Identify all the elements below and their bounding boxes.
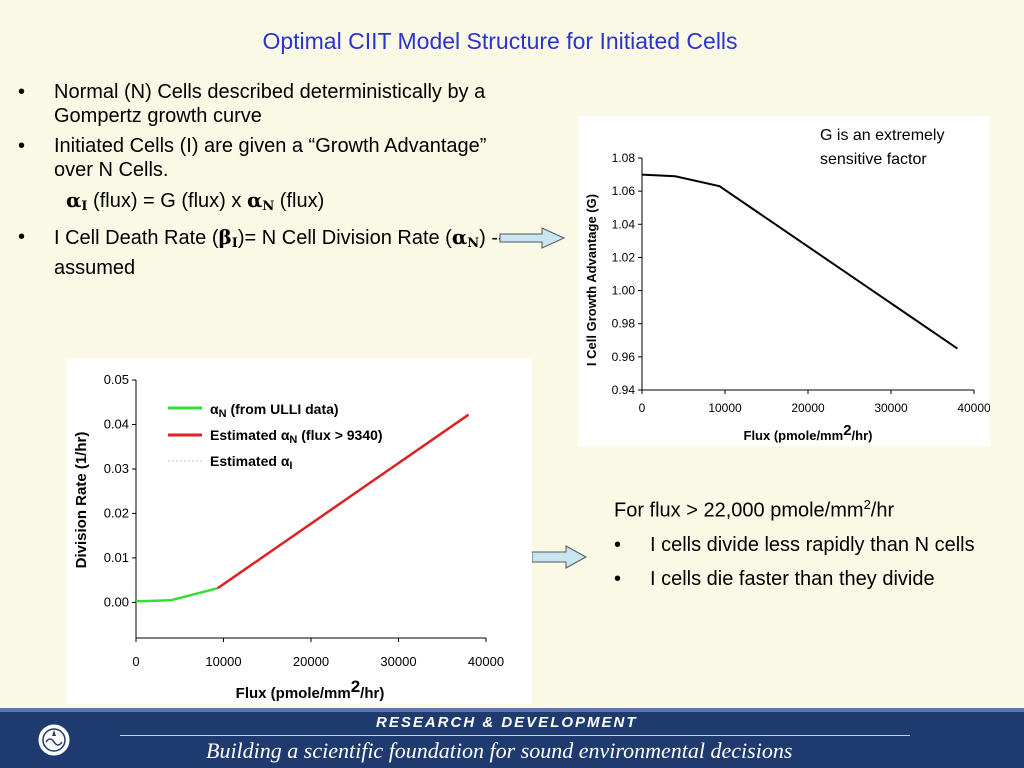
flux-superscript: 2 [863, 497, 871, 512]
formula-end: (flux) [274, 190, 325, 212]
formula-line: αI (flux) = G (flux) x αN (flux) [18, 188, 518, 219]
bullet-normal-cells: • Normal (N) Cells described determinist… [18, 80, 518, 128]
chart-annotation-line2: sensitive factor [820, 151, 927, 168]
bullet-initiated-cells: • Initiated Cells (I) are given a “Growt… [18, 134, 518, 182]
bullet-divide-less: • I cells divide less rapidly than N cel… [614, 532, 1014, 558]
bullet-dot: • [18, 135, 26, 157]
y-tick-label: 0.98 [612, 317, 636, 331]
y-axis-label: I Cell Growth Advantage (G) [584, 194, 599, 366]
flux-statement-text: For flux > 22,000 pmole/mm [614, 499, 864, 522]
x-axis-label: Flux (pmole/mm2/hr) [744, 422, 873, 443]
bullet-text: I cells die faster than they divide [650, 567, 935, 590]
footer-divider [120, 735, 910, 736]
formula-mid: (flux) = G (flux) x [87, 190, 247, 212]
alpha-symbol: α [66, 188, 82, 212]
chart-annotation-line1: G is an extremely [820, 127, 944, 144]
y-tick-label: 1.00 [612, 284, 636, 298]
flux-statement: For flux > 22,000 pmole/mm2/hr [614, 492, 1014, 524]
bullet-dot: • [18, 226, 26, 248]
epa-logo-icon [37, 723, 71, 757]
legend-entry-2: Estimated αN (flux > 9340) [210, 427, 383, 446]
chart-legend: αN (from ULLI data) Estimated αN (flux >… [168, 401, 383, 472]
growth-advantage-chart-box: G is an extremely sensitive factor 0.94 0… [578, 116, 991, 446]
subscript-n: N [467, 236, 480, 251]
subscript-n: N [262, 199, 275, 214]
y-tick-label: 1.02 [612, 250, 636, 264]
footer-top-stripe [0, 708, 1024, 712]
y-tick-label: 0.03 [104, 461, 129, 476]
right-arrow-icon [531, 545, 588, 569]
y-tick-label: 0.02 [104, 505, 129, 520]
alpha-symbol: α [451, 225, 468, 249]
y-tick-label: 0.04 [104, 416, 129, 431]
footer-tagline: Building a scientific foundation for sou… [206, 738, 793, 763]
bullet-die-faster: • I cells die faster than they divide [614, 566, 1014, 592]
chart-axes: 0.00 0.01 0.02 0.03 0.04 0.05 0 10000 20000 30000… [104, 372, 504, 669]
flux-statement-unit: /hr [870, 499, 895, 522]
bullet-death-rate: • I Cell Death Rate (βI)= N Cell Divisio… [18, 225, 518, 280]
x-tick-label: 30000 [380, 654, 416, 669]
footer-heading: RESEARCH & DEVELOPMENT [376, 714, 638, 731]
division-rate-chart: 0.00 0.01 0.02 0.03 0.04 0.05 0 10000 20000 30000… [73, 372, 504, 702]
alpha-symbol-n: α [246, 188, 263, 212]
bullet-dot: • [614, 533, 622, 556]
bullet-text: I cells divide less rapidly than N cells [650, 533, 975, 556]
bullet-dot: • [614, 567, 622, 590]
x-tick-label: 20000 [791, 401, 825, 415]
y-tick-label: 0.94 [612, 383, 636, 397]
y-tick-label: 1.04 [612, 217, 636, 231]
x-axis-label: Flux (pmole/mm2/hr) [236, 677, 385, 702]
y-tick-label: 0.01 [104, 550, 129, 565]
x-tick-label: 20000 [293, 654, 329, 669]
y-tick-label: 1.08 [612, 151, 636, 165]
series-line-1 [641, 173, 958, 350]
legend-entry-1: αN (from ULLI data) [210, 401, 339, 420]
chart-marks [641, 173, 958, 350]
slide-title: Optimal CIIT Model Structure for Initiat… [262, 28, 738, 54]
chart-axes: 0.94 0.96 0.98 1.00 1.02 1.04 1.06 1.08 0 10000 20… [612, 151, 991, 415]
x-tick-label: 40000 [468, 654, 504, 669]
subscript-i: I [81, 199, 88, 214]
x-tick-label: 0 [132, 654, 139, 669]
subscript-i: I [231, 236, 238, 251]
right-arrow-icon [499, 227, 566, 249]
y-tick-label: 1.06 [612, 184, 636, 198]
bullet-text: Normal (N) Cells described deterministic… [54, 81, 486, 127]
right-text-block: For flux > 22,000 pmole/mm2/hr • I cells… [614, 492, 1014, 600]
series-line-2 [217, 413, 470, 590]
death-rate-part3: ) -- assumed [54, 227, 505, 279]
beta-symbol: β [218, 225, 232, 249]
x-tick-label: 30000 [874, 401, 908, 415]
y-axis-label: Division Rate (1/hr) [73, 432, 90, 569]
left-bullets: • Normal (N) Cells described determinist… [18, 80, 518, 286]
chart-marks [136, 413, 470, 603]
footer-bar: RESEARCH & DEVELOPMENT Building a scient… [0, 708, 1024, 768]
death-rate-part2: )= N Cell Division Rate ( [237, 227, 452, 249]
death-rate-part1: I Cell Death Rate ( [54, 227, 219, 249]
y-tick-label: 0.96 [612, 350, 636, 364]
bullet-dot: • [18, 81, 26, 103]
x-tick-label: 0 [639, 401, 646, 415]
series-line-1 [136, 586, 219, 603]
legend-entry-3: Estimated αI [210, 453, 292, 472]
y-tick-label: 0.00 [104, 594, 129, 609]
x-tick-label: 10000 [205, 654, 241, 669]
division-rate-chart-box: 0.00 0.01 0.02 0.03 0.04 0.05 0 10000 20000 30000… [66, 358, 532, 704]
growth-advantage-chart: G is an extremely sensitive factor 0.940… [584, 127, 991, 443]
x-tick-label: 40000 [957, 401, 990, 415]
bullet-text: Initiated Cells (I) are given a “Growth … [54, 135, 487, 181]
x-tick-label: 10000 [708, 401, 742, 415]
y-tick-label: 0.05 [104, 372, 129, 387]
